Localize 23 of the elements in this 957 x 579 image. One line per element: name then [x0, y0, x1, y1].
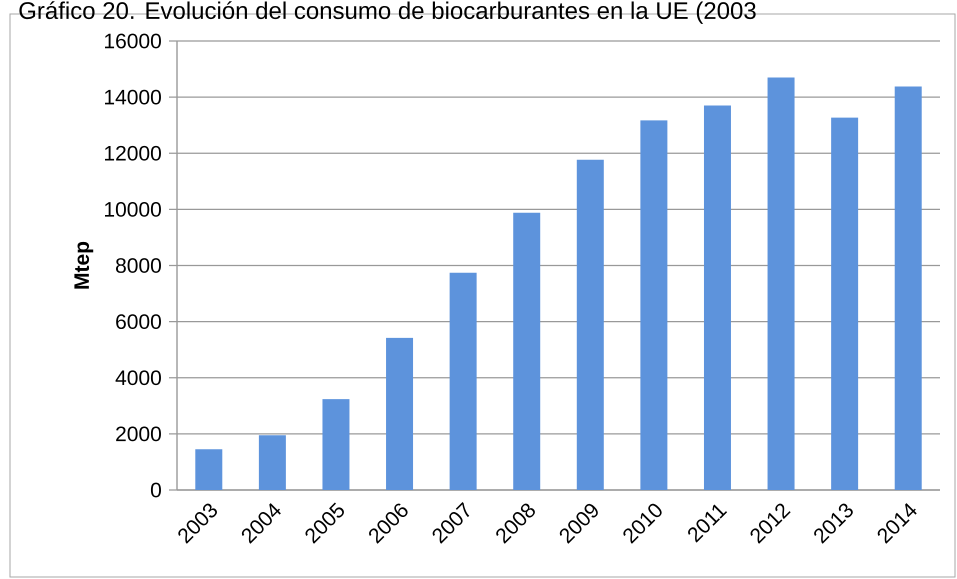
- bar: [513, 212, 540, 490]
- bar: [704, 106, 731, 490]
- bar: [322, 399, 350, 490]
- y-tick-label: 14000: [105, 90, 161, 105]
- y-tick-label: 2000: [116, 426, 161, 442]
- y-tick-label: 10000: [105, 202, 161, 217]
- bar: [894, 86, 922, 490]
- bar: [195, 449, 222, 490]
- bar: [831, 118, 858, 490]
- y-tick-label: 0: [150, 482, 161, 498]
- y-tick-label: 6000: [116, 314, 161, 330]
- bar: [258, 435, 286, 490]
- y-axis-title: Mtep: [74, 242, 94, 289]
- bar: [386, 338, 414, 490]
- y-tick-label: 16000: [105, 34, 161, 48]
- bar: [576, 160, 604, 490]
- y-tick-label: 8000: [116, 258, 161, 273]
- bar: [450, 272, 477, 490]
- bar: [768, 77, 795, 490]
- chart-title: Gráfico 20. Evolución del consumo de biocarburantes en la UE (2003: [19, 1, 756, 24]
- bar: [640, 120, 668, 490]
- y-tick-label: 4000: [116, 370, 161, 386]
- y-tick-label: 12000: [105, 146, 161, 161]
